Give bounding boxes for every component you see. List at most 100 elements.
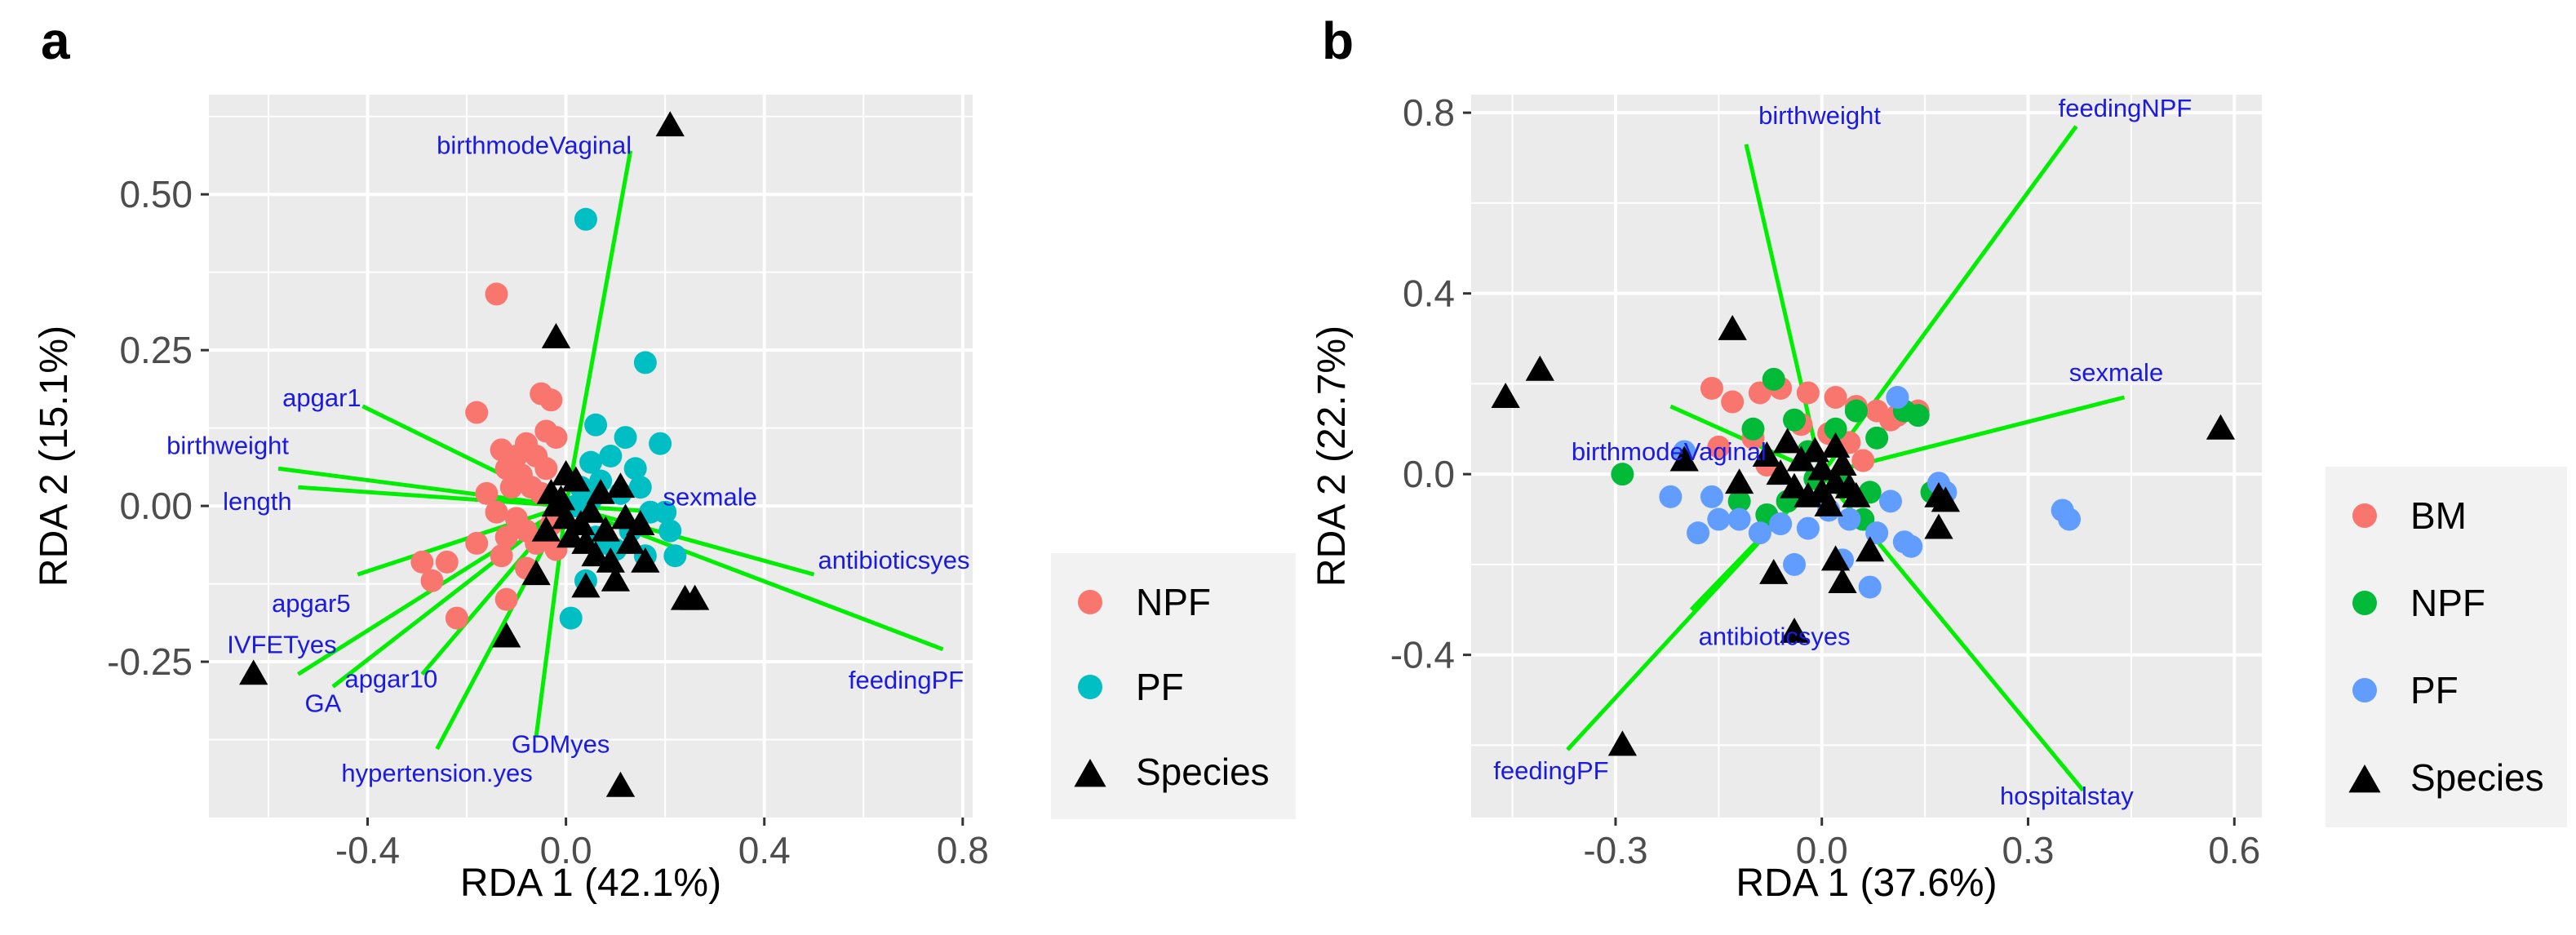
legend-label-species: Species xyxy=(2410,756,2544,799)
data-point-pf xyxy=(1900,534,1923,558)
legend-key-pf-circle xyxy=(1078,675,1102,699)
data-point-pf xyxy=(599,445,623,468)
species-triangle xyxy=(615,528,645,554)
species-triangle xyxy=(531,516,561,542)
species-triangle xyxy=(680,584,710,610)
data-point-bm xyxy=(1796,381,1820,405)
biplot-arrow-label: sexmale xyxy=(2069,358,2163,387)
biplot-arrow-label: birthweight xyxy=(1758,101,1881,130)
data-point-pf xyxy=(633,351,657,374)
biplot-arrow xyxy=(298,485,566,508)
data-point-npf xyxy=(1762,367,1785,391)
species-triangle xyxy=(591,516,620,542)
species-triangle xyxy=(655,111,685,137)
biplot-arrow-label: length xyxy=(223,487,291,516)
species-triangle xyxy=(1807,477,1837,503)
biplot-arrow-label: feedingPF xyxy=(1493,756,1608,785)
legend-key-species-triangle xyxy=(2348,764,2381,793)
species-triangle xyxy=(239,659,268,685)
species-triangle xyxy=(1856,536,1885,562)
biplot-arrow-label: hospitalstay xyxy=(2000,782,2134,810)
biplot-arrow-label: feedingNPF xyxy=(2059,94,2192,122)
panel-b-axis-ticks: -0.3 0.0 0.3 0.6 -0.4 0.0 0.4 0.8 xyxy=(1390,91,2261,871)
data-point-bm xyxy=(1824,386,1847,410)
data-point-pf xyxy=(1858,575,1882,599)
x-tick-label: 0.6 xyxy=(2208,829,2260,871)
data-point-npf xyxy=(1865,426,1889,450)
panel-a-y-axis-title: RDA 2 (15.1%) xyxy=(33,326,76,587)
x-tick-label: 0.0 xyxy=(1796,829,1848,871)
biplot-arrow-label: hypertension.yes xyxy=(341,759,532,787)
y-tick-label: 0.4 xyxy=(1403,273,1455,315)
species-triangle xyxy=(1669,445,1699,472)
species-triangle xyxy=(1780,472,1809,499)
data-point-pf xyxy=(1748,521,1771,545)
data-point-npf xyxy=(1824,417,1847,441)
species-triangle xyxy=(1828,450,1857,476)
legend-label-npf: NPF xyxy=(2410,582,2485,624)
data-point-npf xyxy=(1741,417,1765,441)
species-triangle xyxy=(492,622,521,648)
panel-b-arrow-labels: birthweight feedingNPF sexmale birthmodeVag… xyxy=(1493,94,2192,810)
data-point-pf xyxy=(559,606,583,630)
data-point-npf xyxy=(420,569,444,592)
biplot-arrow-label: GDMyes xyxy=(512,730,610,759)
data-point-npf xyxy=(539,388,563,412)
biplot-arrow xyxy=(564,150,633,507)
biplot-arrow-label: feedingPF xyxy=(849,666,964,694)
panel-a: a birthmodeVaginal apgar1 birthweight lengt… xyxy=(33,11,1296,905)
species-triangle xyxy=(1842,481,1871,507)
panel-a-axis-ticks: -0.4 0.0 0.4 0.8 -0.25 0.00 0.25 0.50 xyxy=(107,173,989,871)
data-point-pf xyxy=(649,432,672,455)
data-point-npf xyxy=(1611,463,1634,486)
legend-label-bm: BM xyxy=(2410,494,2467,537)
data-point-pf xyxy=(663,544,687,568)
data-point-pf xyxy=(1878,490,1902,513)
legend-key-bm-circle xyxy=(2352,503,2377,528)
data-point-npf xyxy=(475,481,499,505)
data-point-pf xyxy=(1886,386,1909,410)
species-triangle xyxy=(1772,428,1802,454)
y-tick-label: -0.4 xyxy=(1390,634,1455,676)
legend-key-npf-circle xyxy=(2352,591,2377,615)
panel-a-x-axis-title: RDA 1 (42.1%) xyxy=(460,862,721,905)
species-triangle xyxy=(1724,468,1754,494)
legend-key-species-triangle xyxy=(1074,759,1106,787)
biplot-arrow-label: apgar10 xyxy=(344,664,437,693)
biplot-arrow xyxy=(357,503,567,577)
data-point-npf xyxy=(1727,490,1751,513)
biplot-arrow-label: GA xyxy=(305,689,342,718)
species-triangle xyxy=(541,322,571,348)
data-point-npf xyxy=(1844,399,1868,423)
x-tick-label: 0.0 xyxy=(540,829,592,871)
y-tick-label: -0.25 xyxy=(107,640,193,683)
data-point-pf xyxy=(614,426,637,450)
data-point-pf xyxy=(1659,485,1683,508)
species-triangle xyxy=(1718,314,1747,340)
species-triangle xyxy=(581,541,610,567)
panel-a-arrow-labels: birthmodeVaginal apgar1 birthweight length s… xyxy=(166,131,969,787)
species-triangle xyxy=(2206,414,2236,440)
data-point-npf xyxy=(465,531,489,555)
data-point-npf xyxy=(445,606,468,630)
legend-key-pf-circle xyxy=(2352,678,2377,702)
legend-label-npf: NPF xyxy=(1136,581,1211,623)
species-triangle xyxy=(546,485,576,511)
panel-b-x-axis-title: RDA 1 (37.6%) xyxy=(1736,862,1997,905)
species-triangle xyxy=(1786,445,1816,472)
biplot-arrow xyxy=(565,503,815,577)
x-tick-label: -0.4 xyxy=(335,829,400,871)
data-point-pf xyxy=(579,450,602,474)
panel-a-points xyxy=(239,111,710,797)
data-point-npf xyxy=(465,401,489,424)
data-point-npf xyxy=(410,550,434,574)
data-point-npf xyxy=(435,550,459,574)
biplot-arrow-label: antibioticsyes xyxy=(1699,622,1851,650)
species-triangle xyxy=(521,560,551,586)
species-triangle xyxy=(1766,459,1795,485)
x-tick-label: 0.4 xyxy=(738,829,791,871)
legend-label-pf: PF xyxy=(2410,669,2459,711)
species-triangle xyxy=(1820,545,1851,571)
species-triangle xyxy=(571,572,601,598)
